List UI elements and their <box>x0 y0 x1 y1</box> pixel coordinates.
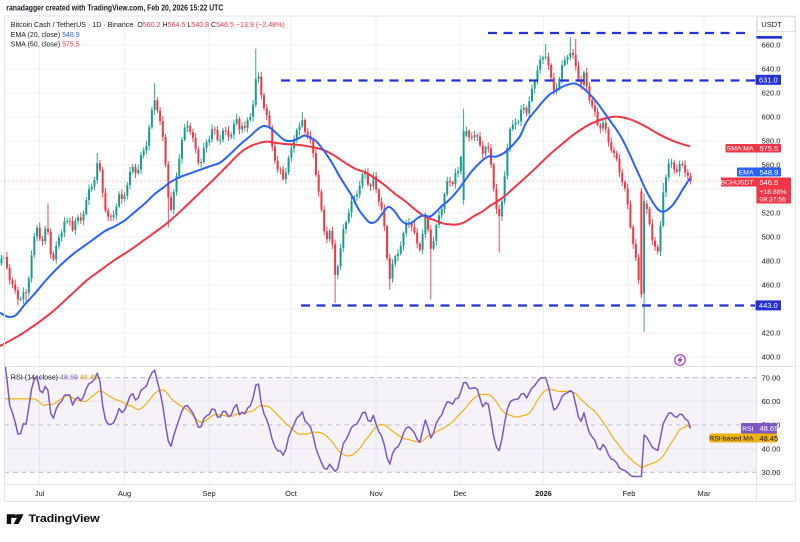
svg-text:620.0: 620.0 <box>762 89 781 98</box>
svg-text:TradingView: TradingView <box>29 513 101 525</box>
svg-text:640.0: 640.0 <box>762 65 781 74</box>
svg-text:RSI (14, close) 48.69 48.45: RSI (14, close) 48.69 48.45 <box>11 373 98 382</box>
svg-text:EMA (20, close) 548.9: EMA (20, close) 548.9 <box>11 30 80 39</box>
svg-text:Aug: Aug <box>118 489 131 498</box>
svg-text:Mar: Mar <box>698 489 711 498</box>
svg-text:USDT: USDT <box>761 20 782 29</box>
svg-text:631.0: 631.0 <box>759 76 778 85</box>
svg-text:575.5: 575.5 <box>760 144 779 153</box>
svg-text:560.0: 560.0 <box>762 161 781 170</box>
svg-text:30.00: 30.00 <box>762 468 781 477</box>
svg-text:Oct: Oct <box>285 489 298 498</box>
svg-text:600.0: 600.0 <box>762 113 781 122</box>
svg-text:400.0: 400.0 <box>762 353 781 362</box>
svg-text:08:37:56: 08:37:56 <box>760 196 787 203</box>
svg-text:48.69: 48.69 <box>760 424 779 433</box>
svg-text:SMA (50, close) 575.5: SMA (50, close) 575.5 <box>11 40 80 49</box>
svg-text:60.00: 60.00 <box>762 397 781 406</box>
svg-text:500.0: 500.0 <box>762 233 781 242</box>
svg-text:RSI-based MA: RSI-based MA <box>709 436 754 443</box>
svg-text:480.0: 480.0 <box>762 257 781 266</box>
svg-text:520.0: 520.0 <box>762 209 781 218</box>
svg-text:Bitcoin Cash / TetherUS · 1D ·: Bitcoin Cash / TetherUS · 1D · Binance O… <box>11 20 285 29</box>
svg-text:SMA:MA: SMA:MA <box>727 146 754 153</box>
svg-text:Sep: Sep <box>202 489 215 498</box>
svg-text:546.5: 546.5 <box>760 178 779 187</box>
svg-text:Dec: Dec <box>453 489 467 498</box>
svg-text:BCHUSDT: BCHUSDT <box>721 180 754 187</box>
svg-text:ranadagger created with Tradin: ranadagger created with TradingView.com,… <box>6 3 223 12</box>
svg-text:460.0: 460.0 <box>762 281 781 290</box>
svg-text:40.00: 40.00 <box>762 444 781 453</box>
svg-text:Feb: Feb <box>623 489 636 498</box>
svg-text:420.0: 420.0 <box>762 329 781 338</box>
svg-text:RSI: RSI <box>742 426 753 433</box>
svg-text:660.0: 660.0 <box>762 41 781 50</box>
svg-text:70.00: 70.00 <box>762 373 781 382</box>
svg-text:+18.88%: +18.88% <box>760 189 787 196</box>
svg-text:48.45: 48.45 <box>760 434 779 443</box>
svg-text:EMA: EMA <box>739 170 754 177</box>
svg-text:2026: 2026 <box>535 489 552 498</box>
svg-text:548.9: 548.9 <box>760 168 779 177</box>
svg-text:Jul: Jul <box>35 489 45 498</box>
svg-text:580.0: 580.0 <box>762 137 781 146</box>
svg-text:Nov: Nov <box>369 489 383 498</box>
svg-text:443.0: 443.0 <box>759 301 778 310</box>
